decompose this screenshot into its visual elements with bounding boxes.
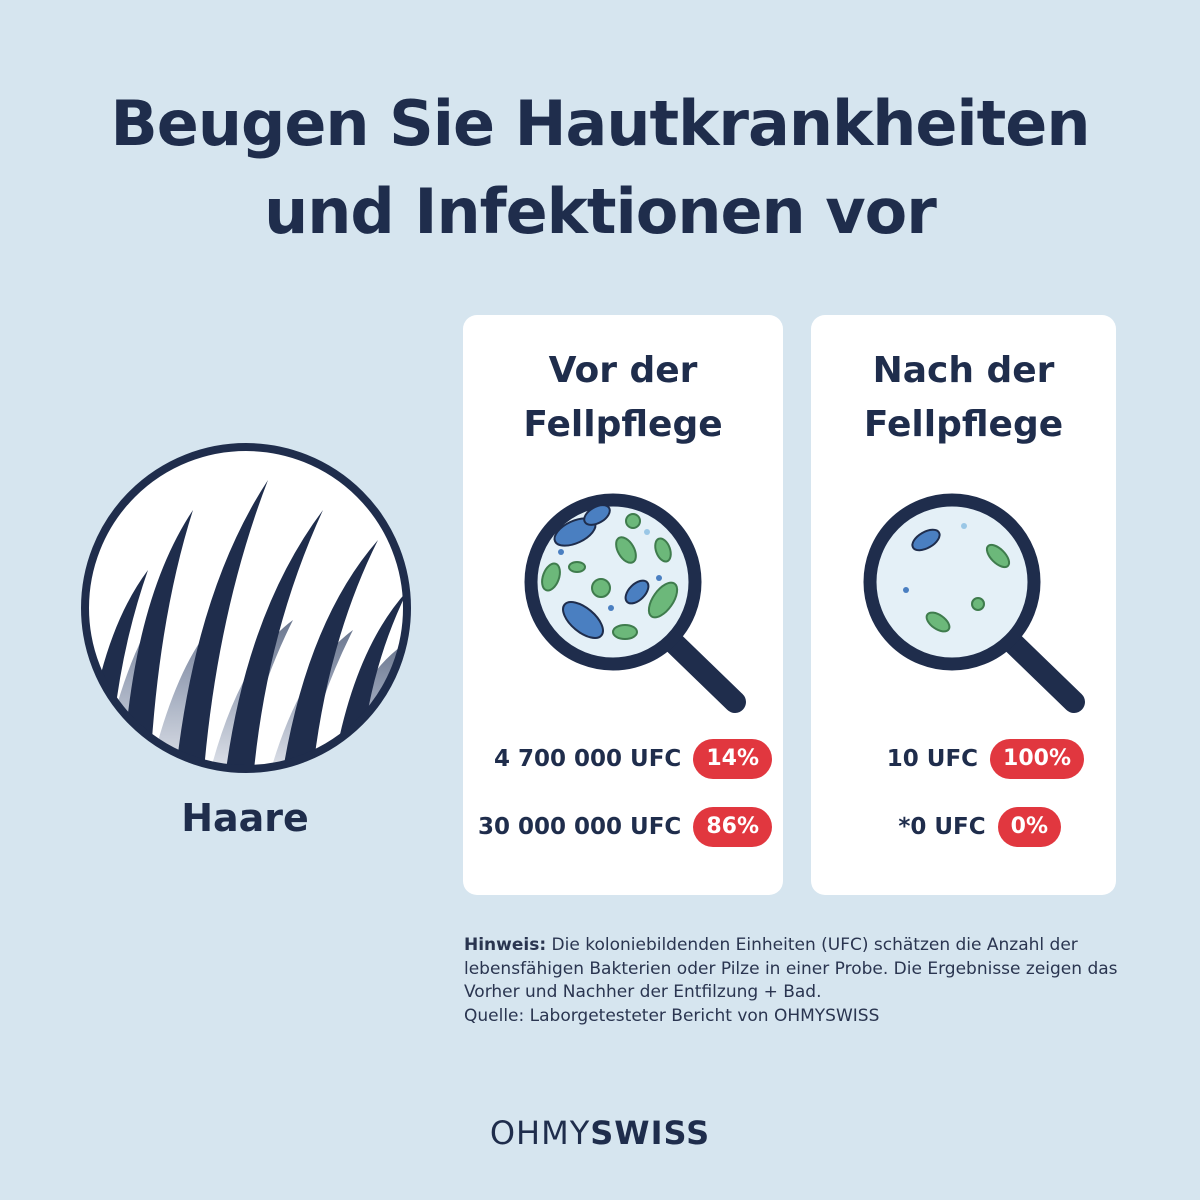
hair-strands-icon xyxy=(81,443,411,773)
card-before-title: Vor der Fellpflege xyxy=(463,344,783,452)
before-stat-value-1: 4 700 000 UFC xyxy=(494,746,682,772)
after-stat-badge-1: 100% xyxy=(990,739,1084,779)
card-after-title-line-1: Nach der xyxy=(872,350,1055,391)
card-after-title-line-2: Fellpflege xyxy=(863,404,1064,445)
before-stat-row-2: 30 000 000 UFC 86% xyxy=(463,805,772,849)
footnote-source: Quelle: Laborgetesteter Bericht von OHMY… xyxy=(464,1005,880,1026)
before-stat-badge-1: 14% xyxy=(693,739,772,779)
magnifier-many-bacteria-icon xyxy=(524,493,746,713)
hair-label: Haare xyxy=(181,796,309,840)
footnote-text: Die koloniebildenden Einheiten (UFC) sch… xyxy=(464,935,1118,1002)
card-before-title-line-2: Fellpflege xyxy=(523,404,723,445)
before-stat-row-1: 4 700 000 UFC 14% xyxy=(463,737,772,781)
card-after-title: Nach der Fellpflege xyxy=(811,344,1116,452)
before-stat-value-2: 30 000 000 UFC xyxy=(478,814,682,840)
brand-logo-bold: SWISS xyxy=(590,1114,711,1152)
before-stat-badge-2: 86% xyxy=(693,807,772,847)
title-line-1: Beugen Sie Hautkrankheiten xyxy=(110,87,1091,160)
after-stat-row-1: 10 UFC 100% xyxy=(811,737,1084,781)
after-stat-value-1: 10 UFC xyxy=(886,746,979,772)
after-stat-badge-2: 0% xyxy=(997,807,1061,847)
title-line-2: und Infektionen vor xyxy=(264,175,937,248)
page-title: Beugen Sie Hautkrankheiten und Infektion… xyxy=(0,80,1200,256)
card-before-title-line-1: Vor der xyxy=(548,350,698,391)
brand-logo: OHMYSWISS xyxy=(0,1114,1200,1152)
footnote-label: Hinweis: xyxy=(464,935,547,955)
magnifier-few-bacteria-icon xyxy=(863,493,1085,713)
after-stat-row-2: *0 UFC 0% xyxy=(811,805,1061,849)
brand-logo-light: OHMY xyxy=(489,1114,591,1152)
after-stat-value-2: *0 UFC xyxy=(898,814,986,840)
footnote: Hinweis: Die koloniebildenden Einheiten … xyxy=(464,934,1124,1028)
